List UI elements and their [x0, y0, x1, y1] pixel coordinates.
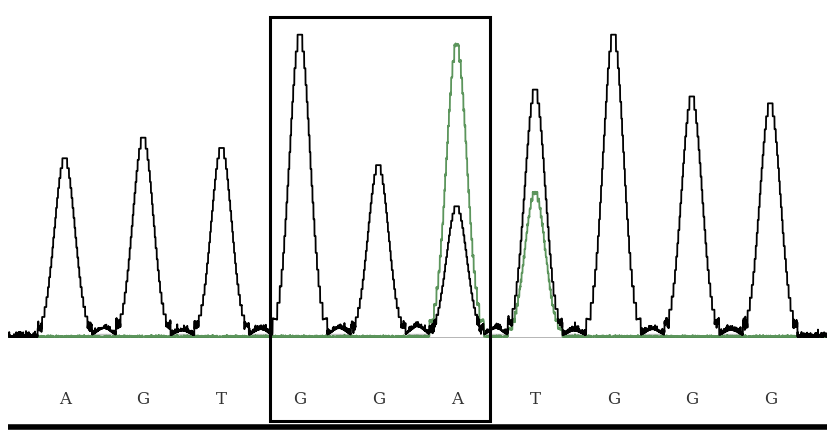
Text: G: G — [764, 391, 777, 408]
Text: G: G — [137, 391, 149, 408]
Bar — [271, 17, 489, 422]
Text: G: G — [293, 391, 306, 408]
Text: A: A — [58, 391, 71, 408]
Text: G: G — [607, 391, 620, 408]
Text: T: T — [529, 391, 540, 408]
Text: T: T — [216, 391, 227, 408]
Text: G: G — [372, 391, 385, 408]
Text: G: G — [686, 391, 698, 408]
Text: A: A — [451, 391, 463, 408]
